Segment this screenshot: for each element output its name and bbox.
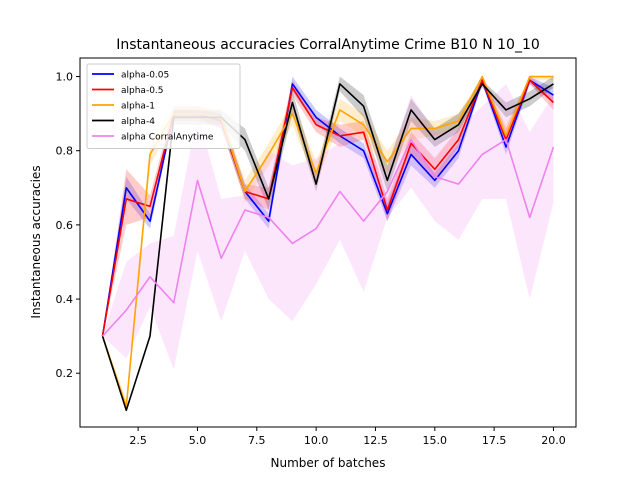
y-tick-label: 0.2 — [56, 367, 74, 380]
y-tick-label: 0.8 — [56, 145, 74, 158]
band-alpha-corralanytime — [102, 83, 554, 370]
axes-frame — [79, 57, 577, 428]
x-tick-label: 15.0 — [423, 434, 448, 447]
legend-label-alpha-4: alpha-4 — [121, 117, 155, 127]
y-tick-label: 0.4 — [56, 293, 74, 306]
x-axis-label: Number of batches — [271, 456, 386, 470]
line-alpha-corralanytime — [101, 138, 555, 337]
legend-label-alpha-corralanytime: alpha CorralAnytime — [121, 133, 214, 143]
legend-box — [86, 63, 241, 149]
legend-label-alpha-0-05: alpha-0.05 — [121, 71, 169, 81]
y-axis-ticks: 0.2 0.4 0.6 0.8 1.0 — [56, 71, 80, 380]
x-tick-label: 17.5 — [482, 434, 507, 447]
legend-label-alpha-1: alpha-1 — [121, 102, 155, 112]
y-tick-label: 0.6 — [56, 219, 74, 232]
legend-label-alpha-0-5: alpha-0.5 — [121, 86, 164, 96]
x-axis-ticks: 2.5 5.0 7.5 10.0 12.5 15.0 17.5 20.0 — [129, 427, 566, 447]
y-axis-label: Instantaneous accuracies — [29, 165, 43, 318]
x-tick-label: 2.5 — [129, 434, 147, 447]
y-tick-label: 1.0 — [56, 71, 74, 84]
x-tick-label: 7.5 — [248, 434, 266, 447]
legend: alpha-0.05 alpha-0.5 alpha-1 alpha-4 alpha C… — [86, 63, 241, 149]
band-alpha-0-05 — [102, 76, 554, 337]
band-alpha-0-5 — [102, 76, 554, 337]
x-tick-label: 10.0 — [304, 434, 329, 447]
chart-title: Instantaneous accuracies CorralAnytime C… — [116, 37, 540, 53]
band-alpha-4 — [102, 76, 554, 411]
x-tick-label: 12.5 — [363, 434, 388, 447]
x-tick-label: 20.0 — [541, 434, 566, 447]
x-tick-label: 5.0 — [189, 434, 207, 447]
